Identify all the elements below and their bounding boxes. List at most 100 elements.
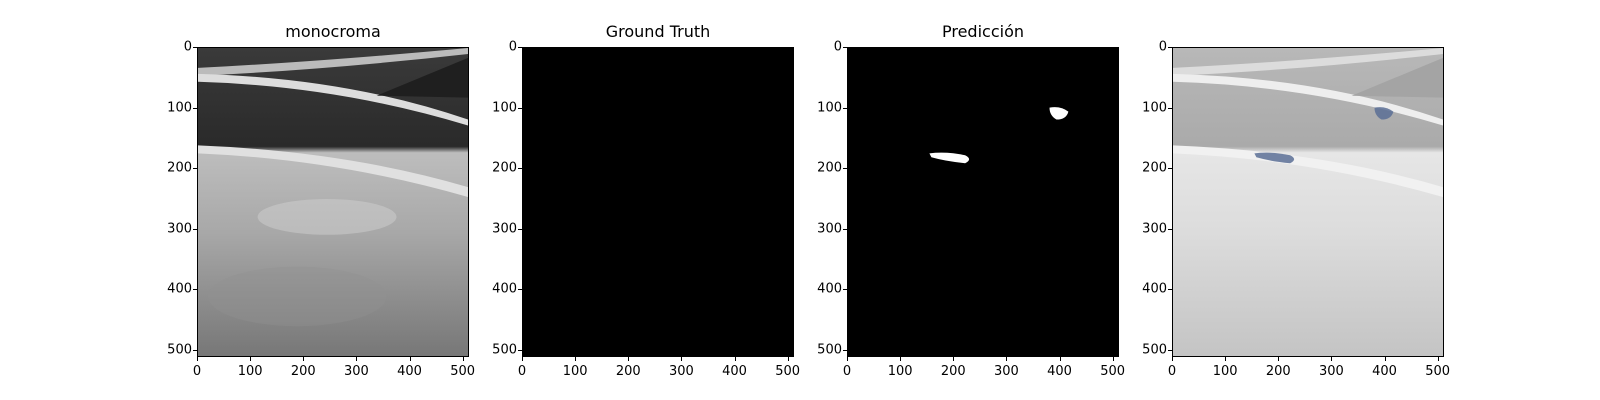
panel-title: Ground Truth — [605, 22, 711, 41]
x-tick-mark — [628, 357, 630, 361]
x-tick-label: 200 — [940, 364, 966, 379]
y-tick-label: 0 — [1158, 39, 1167, 55]
y-tick-label: 400 — [167, 281, 192, 297]
y-tick-mark — [193, 349, 197, 351]
panel-prediccion: Predicción 0 100 200 300 400 500 0 100 200 300 400… — [805, 0, 1135, 400]
y-tick-mark — [843, 349, 847, 351]
panel-title: monocroma — [285, 22, 381, 41]
overlay-region-2 — [1374, 107, 1394, 120]
y-tick-mark — [843, 168, 847, 170]
y-tick-label: 400 — [1142, 281, 1167, 297]
x-tick-mark — [1225, 357, 1227, 361]
y-tick-label: 100 — [492, 100, 517, 116]
panel-ground-truth: Ground Truth 0 100 200 300 400 500 0 100 200 300 4… — [480, 0, 810, 400]
y-tick-mark — [1168, 107, 1172, 109]
x-tick-label: 400 — [722, 364, 747, 379]
y-tick-mark — [1168, 228, 1172, 230]
x-tick-mark — [303, 357, 305, 361]
ultrasound-image — [197, 47, 469, 357]
x-tick-mark — [250, 357, 252, 361]
x-tick-mark — [787, 357, 789, 361]
y-tick-label: 300 — [1142, 221, 1167, 237]
x-tick-mark — [409, 357, 411, 361]
y-tick-mark — [518, 289, 522, 291]
predicted-region-2 — [1049, 107, 1069, 120]
overlay-image — [1172, 47, 1444, 357]
x-tick-label: 100 — [887, 364, 913, 379]
x-tick-mark — [681, 357, 683, 361]
x-tick-label: 400 — [1372, 364, 1397, 379]
y-tick-label: 200 — [817, 160, 842, 176]
y-tick-label: 100 — [817, 100, 842, 116]
predicted-region-1 — [929, 152, 970, 164]
x-tick-label: 0 — [842, 364, 852, 379]
y-tick-label: 300 — [167, 221, 192, 237]
x-tick-label: 500 — [1100, 364, 1126, 379]
y-tick-label: 0 — [183, 39, 192, 55]
ground-truth-mask — [522, 47, 794, 357]
y-tick-mark — [1168, 168, 1172, 170]
y-tick-mark — [193, 289, 197, 291]
y-tick-mark — [1168, 349, 1172, 351]
y-tick-label: 0 — [833, 39, 842, 55]
y-tick-mark — [193, 168, 197, 170]
y-tick-label: 500 — [1142, 342, 1167, 358]
y-tick-label: 100 — [1142, 100, 1167, 116]
y-tick-label: 500 — [167, 342, 192, 358]
y-tick-mark — [843, 228, 847, 230]
panel-monocroma: monocroma 0 100 200 300 400 500 0 100 200 300 400 5… — [155, 0, 485, 400]
y-tick-mark — [518, 349, 522, 351]
x-tick-label: 200 — [290, 364, 316, 379]
x-tick-mark — [1112, 357, 1114, 361]
y-tick-label: 200 — [167, 160, 192, 176]
y-tick-mark — [193, 228, 197, 230]
x-tick-mark — [1331, 357, 1333, 361]
x-tick-mark — [1172, 357, 1173, 361]
prediction-mask — [847, 47, 1119, 357]
x-tick-label: 0 — [192, 364, 202, 379]
overlay-region-1 — [1254, 152, 1295, 164]
x-tick-label: 500 — [1425, 364, 1451, 379]
x-tick-mark — [734, 357, 736, 361]
x-tick-mark — [847, 357, 848, 361]
x-tick-label: 200 — [615, 364, 641, 379]
x-tick-mark — [953, 357, 955, 361]
x-tick-label: 100 — [562, 364, 588, 379]
x-tick-mark — [1278, 357, 1280, 361]
y-tick-label: 0 — [508, 39, 517, 55]
y-tick-label: 500 — [817, 342, 842, 358]
x-tick-mark — [356, 357, 358, 361]
x-tick-mark — [575, 357, 577, 361]
x-tick-mark — [522, 357, 523, 361]
y-tick-label: 500 — [492, 342, 517, 358]
x-tick-label: 100 — [237, 364, 263, 379]
x-tick-label: 0 — [1167, 364, 1177, 379]
x-tick-label: 400 — [1047, 364, 1072, 379]
x-tick-mark — [197, 357, 198, 361]
x-tick-label: 100 — [1212, 364, 1238, 379]
x-tick-label: 300 — [668, 364, 694, 379]
x-tick-mark — [1384, 357, 1386, 361]
x-tick-label: 0 — [517, 364, 527, 379]
y-tick-label: 200 — [1142, 160, 1167, 176]
x-tick-label: 300 — [993, 364, 1019, 379]
y-tick-label: 400 — [492, 281, 517, 297]
x-tick-label: 300 — [1318, 364, 1344, 379]
x-tick-mark — [1006, 357, 1008, 361]
x-tick-label: 500 — [775, 364, 801, 379]
y-tick-label: 400 — [817, 281, 842, 297]
x-tick-mark — [1059, 357, 1061, 361]
y-tick-mark — [193, 107, 197, 109]
y-tick-mark — [843, 289, 847, 291]
x-tick-label: 300 — [343, 364, 369, 379]
x-tick-mark — [900, 357, 902, 361]
y-tick-mark — [518, 47, 522, 48]
y-tick-label: 300 — [817, 221, 842, 237]
panel-title: Predicción — [941, 22, 1024, 41]
y-tick-mark — [843, 107, 847, 109]
y-tick-mark — [1168, 47, 1172, 48]
x-tick-label: 400 — [397, 364, 422, 379]
y-tick-label: 200 — [492, 160, 517, 176]
x-tick-mark — [462, 357, 464, 361]
panel-overlay: 0 100 200 300 400 500 0 100 200 300 400 500 — [1130, 0, 1460, 400]
